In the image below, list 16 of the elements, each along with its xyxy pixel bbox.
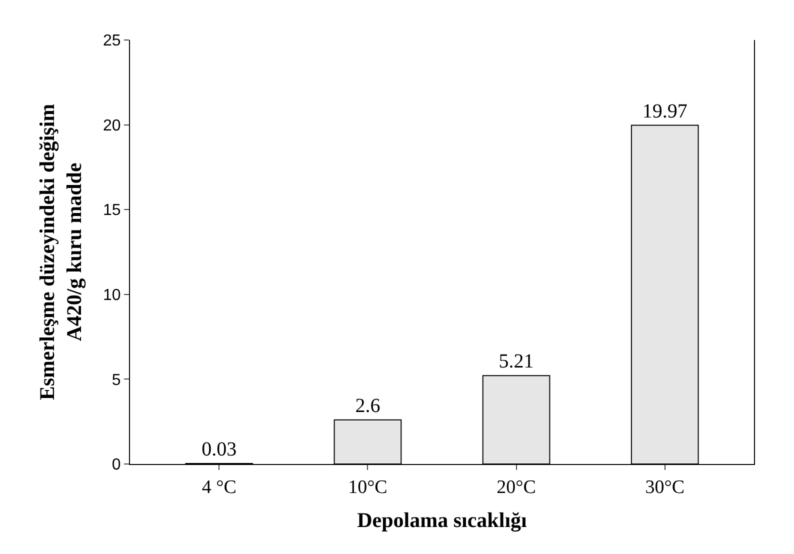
x-tick-label: 4 °C — [202, 476, 236, 498]
x-tick-label: 20°C — [496, 476, 536, 498]
y-axis-title: Esmerleşme düzeyindeki değişim A420/g kuru madde — [34, 103, 86, 400]
y-tick-label: 0 — [112, 456, 121, 474]
y-tick-label: 15 — [103, 202, 121, 220]
data-label: 2.6 — [355, 394, 380, 417]
data-label: 5.21 — [498, 350, 534, 373]
x-tick-label: 30°C — [645, 476, 684, 498]
x-axis-title: Depolama sıcaklığı — [357, 508, 528, 532]
data-label: 0.03 — [202, 438, 237, 460]
data-label: 19.97 — [642, 100, 688, 122]
y-tick-label: 20 — [103, 117, 121, 134]
x-tick-label: 10°C — [348, 476, 388, 498]
y-tick-label: 5 — [112, 372, 121, 389]
y-tick-label: 10 — [103, 287, 121, 304]
y-tick-label: 25 — [103, 32, 121, 50]
